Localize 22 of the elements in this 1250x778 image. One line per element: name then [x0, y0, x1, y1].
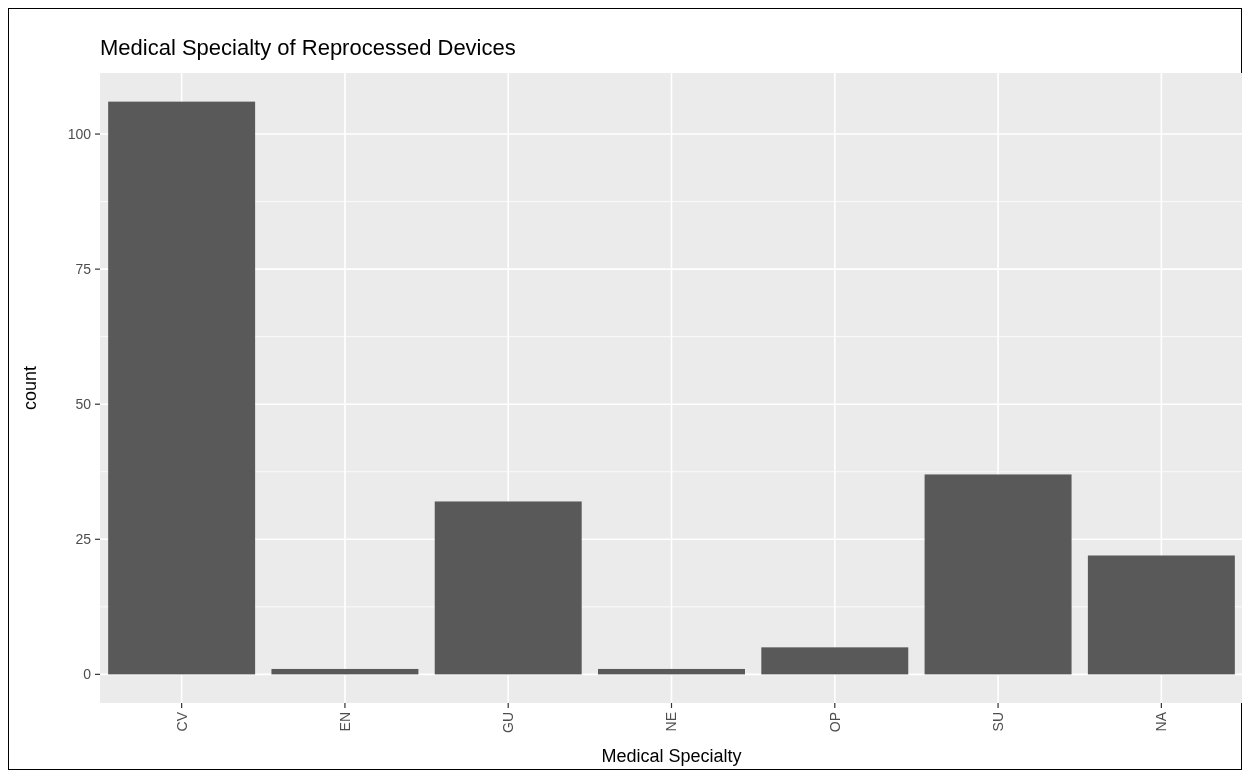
bar [434, 501, 582, 675]
bar [761, 647, 909, 675]
y-tick-label: 75 [75, 261, 92, 278]
bar [924, 474, 1072, 675]
y-tick-label: 50 [75, 396, 92, 413]
x-tick-label: CV [173, 711, 190, 732]
y-axis-title: count [20, 365, 40, 411]
x-axis-title: Medical Specialty [601, 746, 742, 766]
bar [108, 101, 256, 675]
bar [598, 668, 745, 675]
y-tick-label: 25 [75, 531, 92, 548]
x-tick-label: SU [989, 712, 1006, 732]
chart-title: Medical Specialty of Reprocessed Devices [100, 35, 516, 60]
y-tick-label: 0 [83, 666, 92, 683]
x-tick-label: OP [826, 712, 843, 733]
x-tick-label: NA [1153, 711, 1170, 732]
x-tick-label: NE [663, 712, 680, 732]
x-tick-label: EN [336, 712, 353, 732]
y-tick-label: 100 [67, 125, 92, 142]
bar [271, 668, 419, 675]
bar [1087, 555, 1235, 675]
x-tick-label: GU [500, 712, 517, 733]
